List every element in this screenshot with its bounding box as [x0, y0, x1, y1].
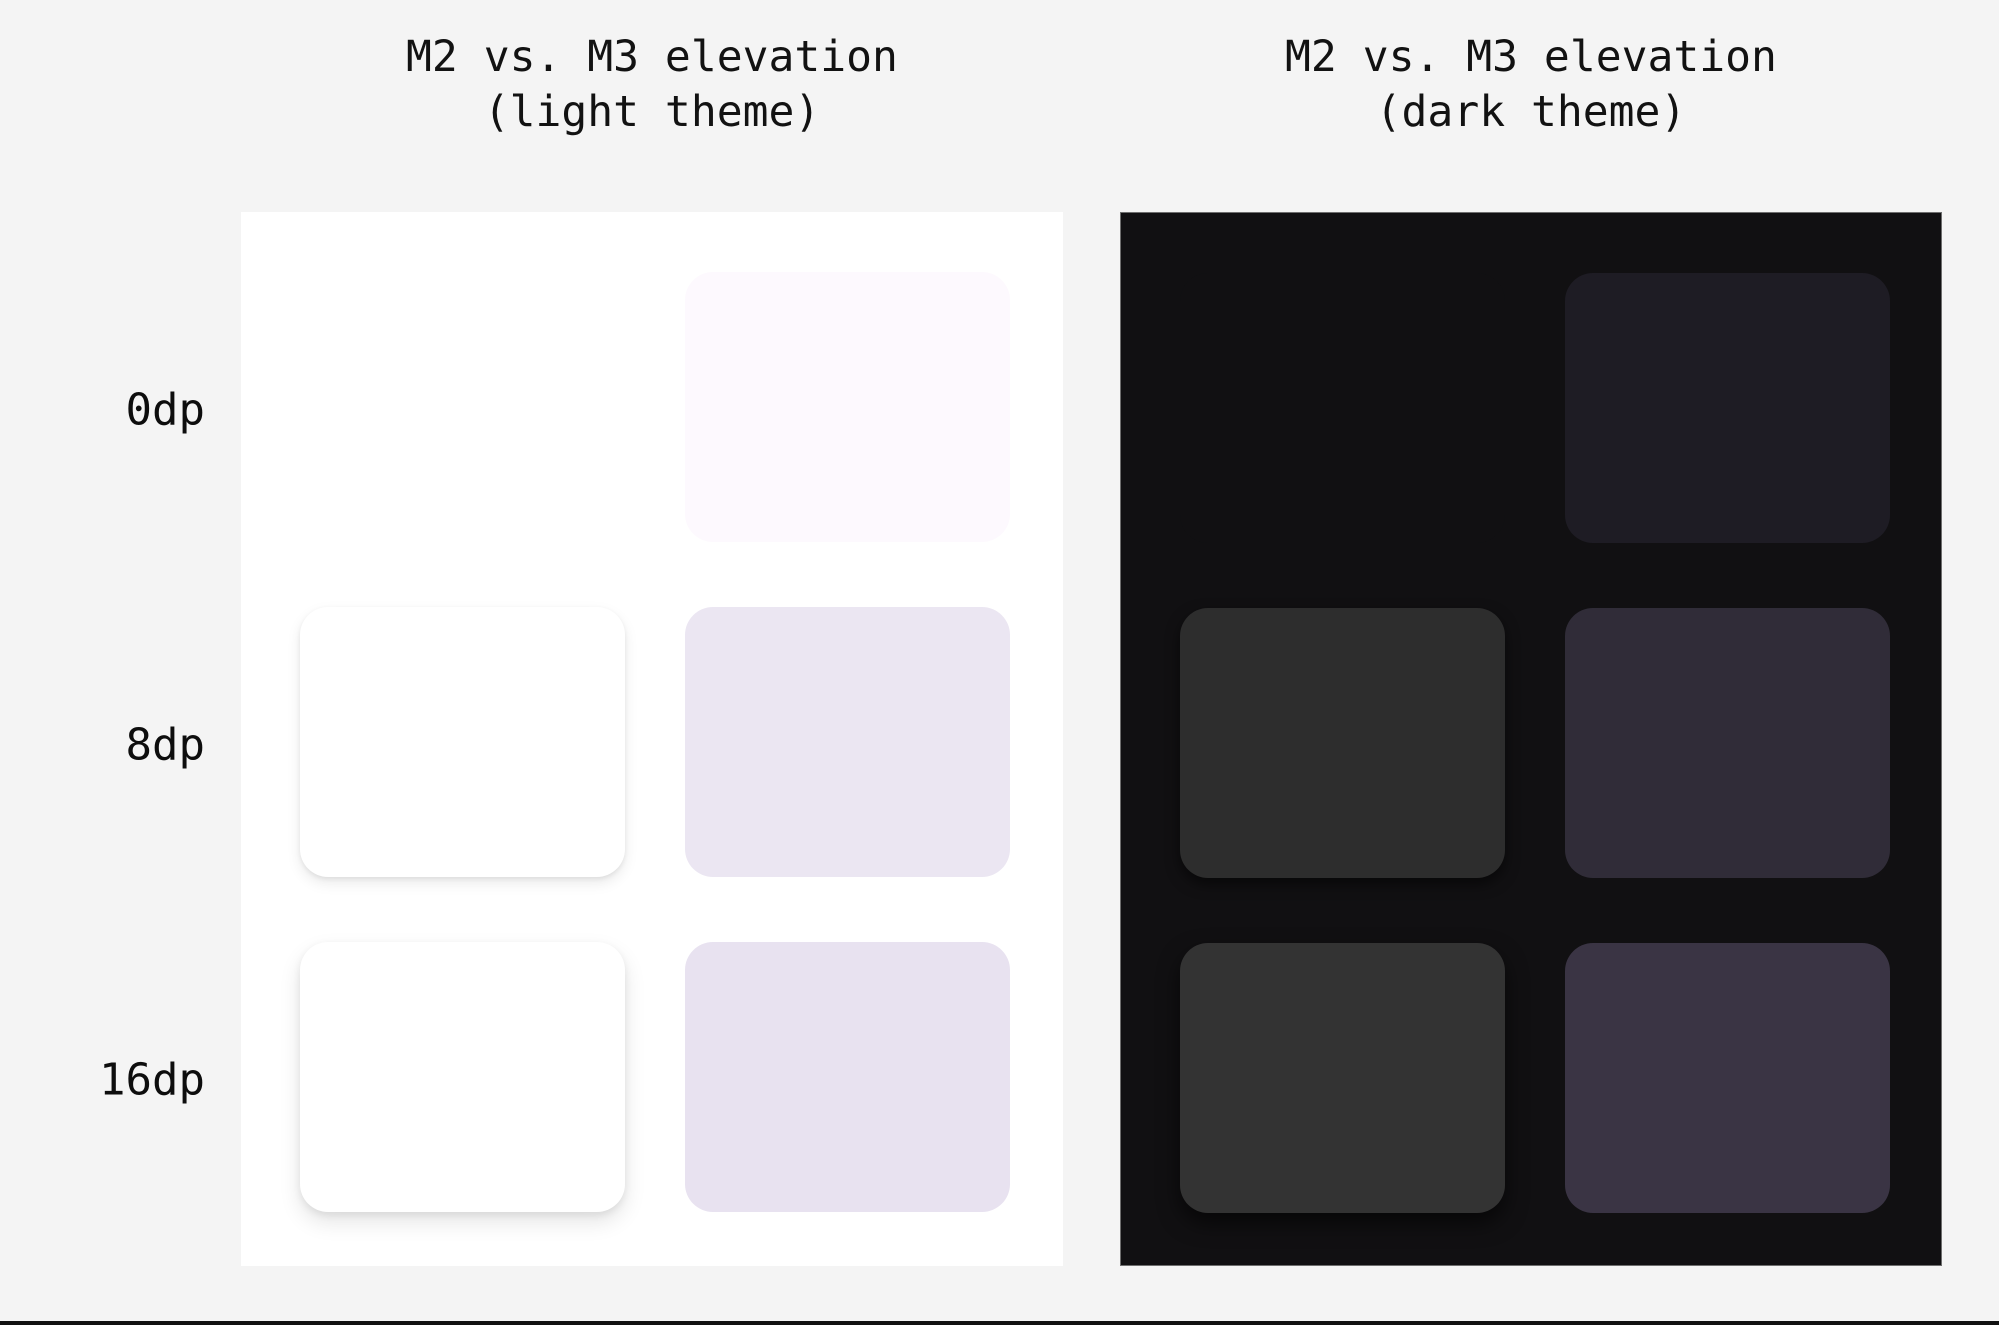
- row-label-8dp: 8dp: [125, 719, 205, 771]
- card-cell-light-m2-8dp: [300, 607, 625, 877]
- elevation-card-light-m3-16dp[interactable]: [685, 942, 1010, 1212]
- elevation-card-dark-m2-0dp[interactable]: [1180, 273, 1505, 543]
- card-cell-dark-m3-0dp: [1565, 273, 1890, 543]
- dark-panel-title: M2 vs. M3 elevation (dark theme): [1285, 32, 1777, 138]
- elevation-card-light-m2-16dp[interactable]: [300, 942, 625, 1212]
- row-label-0dp: 0dp: [125, 384, 205, 436]
- elevation-card-light-m3-8dp[interactable]: [685, 607, 1010, 877]
- elevation-card-dark-m3-0dp[interactable]: [1565, 273, 1890, 543]
- card-cell-light-m3-0dp: [685, 272, 1010, 542]
- elevation-card-dark-m2-16dp[interactable]: [1180, 943, 1505, 1213]
- card-cell-dark-m3-8dp: [1565, 608, 1890, 878]
- light-theme-panel: [241, 212, 1063, 1266]
- titles-row: M2 vs. M3 elevation (light theme) M2 vs.…: [0, 0, 1999, 212]
- elevation-card-light-m3-0dp[interactable]: [685, 272, 1010, 542]
- row-label-16dp: 16dp: [99, 1054, 205, 1106]
- elevation-card-dark-m3-8dp[interactable]: [1565, 608, 1890, 878]
- elevation-card-light-m2-8dp[interactable]: [300, 607, 625, 877]
- card-cell-light-m3-8dp: [685, 607, 1010, 877]
- card-cell-dark-m3-16dp: [1565, 943, 1890, 1213]
- elevation-card-dark-m3-16dp[interactable]: [1565, 943, 1890, 1213]
- elevation-row-labels: 0dp 8dp 16dp: [0, 212, 241, 1266]
- card-cell-dark-m2-16dp: [1180, 943, 1505, 1213]
- card-cell-light-m3-16dp: [685, 942, 1010, 1212]
- elevation-card-dark-m2-8dp[interactable]: [1180, 608, 1505, 878]
- elevation-card-light-m2-0dp[interactable]: [300, 272, 625, 542]
- card-cell-light-m2-0dp: [300, 272, 625, 542]
- light-panel-title: M2 vs. M3 elevation (light theme): [406, 32, 898, 138]
- dark-theme-panel: [1120, 212, 1942, 1266]
- card-cell-light-m2-16dp: [300, 942, 625, 1212]
- card-cell-dark-m2-8dp: [1180, 608, 1505, 878]
- card-cell-dark-m2-0dp: [1180, 273, 1505, 543]
- bottom-divider: [0, 1321, 1999, 1325]
